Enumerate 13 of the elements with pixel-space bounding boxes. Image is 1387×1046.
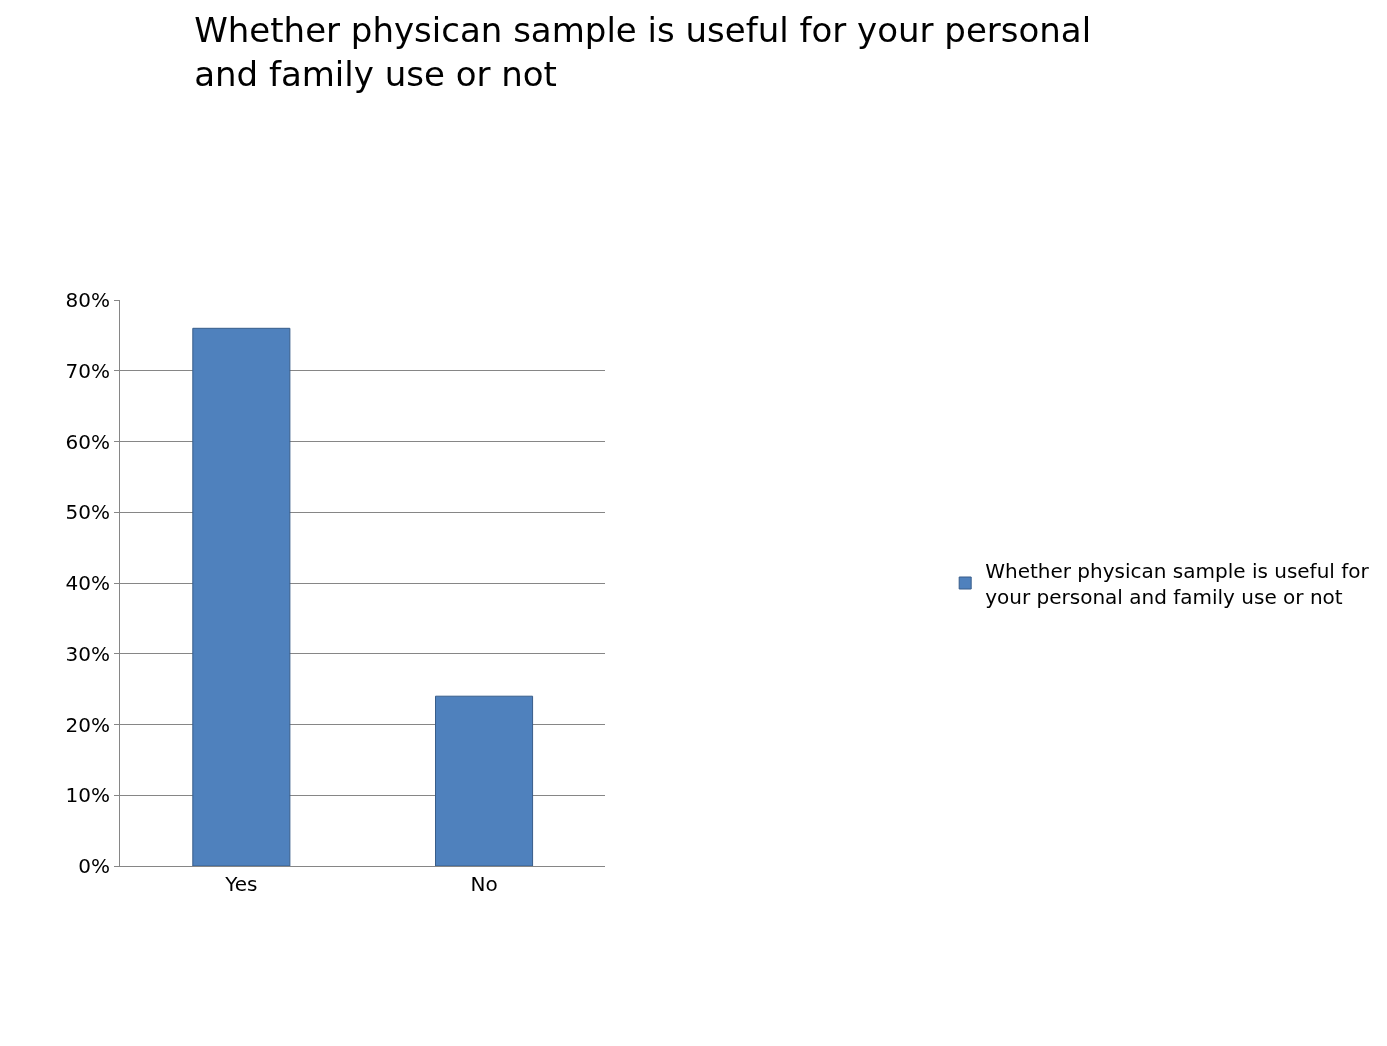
x-tick-label: No [470, 872, 498, 896]
chart-title: Whether physican sample is useful for your personal and family use or not [194, 9, 1092, 95]
y-tick-label: 60% [65, 429, 110, 454]
y-tick-label: 0% [78, 854, 110, 878]
y-tick-label: 70% [65, 358, 110, 383]
x-tick-label: Yes [224, 872, 258, 896]
legend-label: Whether physican sample is useful for your personal and family use or not [985, 558, 1370, 609]
y-tick-label: 10% [65, 783, 110, 808]
y-tick-label: 80% [65, 288, 110, 312]
y-tick-label: 20% [65, 712, 110, 737]
y-tick-label: 50% [65, 500, 110, 525]
y-tick-label: 40% [65, 571, 110, 595]
y-tick-label: 30% [65, 641, 110, 666]
